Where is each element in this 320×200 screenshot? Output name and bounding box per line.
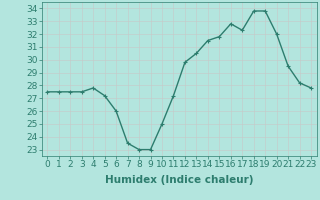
X-axis label: Humidex (Indice chaleur): Humidex (Indice chaleur) bbox=[105, 175, 253, 185]
